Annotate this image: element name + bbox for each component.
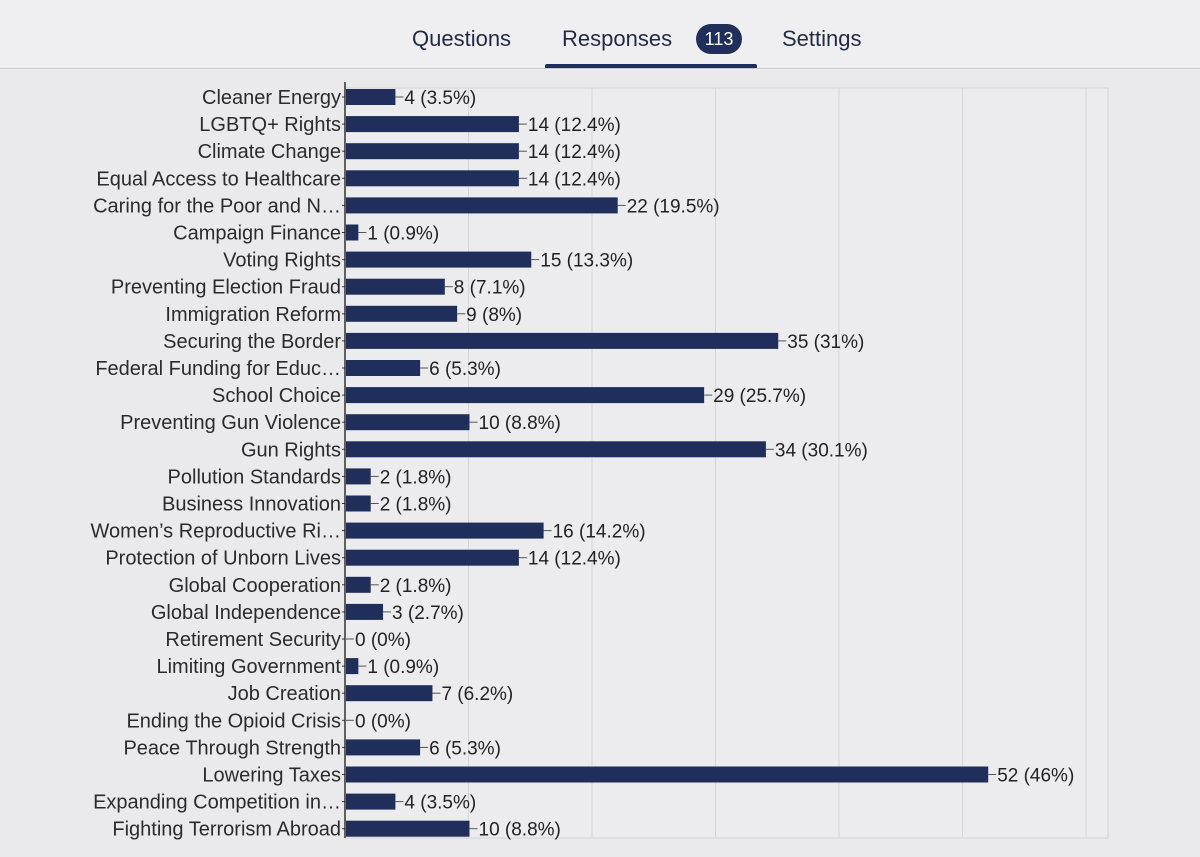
category-label: Fighting Terrorism Abroad (112, 819, 341, 841)
data-label: 35 (31%) (787, 332, 864, 353)
data-label: 29 (25.7%) (713, 386, 806, 407)
category-label: Equal Access to Healthcare (96, 168, 341, 190)
bar (346, 441, 766, 458)
bar (346, 360, 421, 376)
data-label: 2 (1.8%) (380, 576, 452, 597)
bar (346, 116, 519, 133)
bar (346, 143, 519, 160)
category-label: Climate Change (198, 141, 341, 163)
bar (346, 549, 519, 566)
data-label: 10 (8.8%) (479, 413, 561, 434)
category-label: Preventing Gun Violence (120, 412, 341, 434)
category-label: Global Cooperation (169, 575, 341, 597)
bar (346, 278, 445, 295)
category-label: Immigration Reform (165, 304, 341, 326)
bar (346, 170, 519, 187)
category-label: Peace Through Strength (123, 737, 341, 759)
category-label: Caring for the Poor and N… (93, 195, 341, 217)
category-label: Preventing Election Fraud (111, 277, 341, 299)
bar (346, 89, 396, 105)
bar (346, 793, 396, 810)
data-label: 14 (12.4%) (528, 549, 621, 570)
data-label: 0 (0%) (355, 630, 411, 651)
data-label: 1 (0.9%) (367, 657, 439, 678)
active-tab-indicator (545, 64, 757, 69)
category-label: Retirement Security (165, 629, 341, 651)
category-label: Business Innovation (162, 494, 341, 516)
data-label: 15 (13.3%) (540, 251, 633, 272)
bar (346, 522, 544, 539)
category-label: Limiting Government (156, 656, 341, 678)
data-label: 9 (8%) (466, 305, 522, 326)
data-label: 10 (8.8%) (479, 820, 561, 841)
chart-area: Cleaner Energy 4 (3.5%) LGBTQ+ Rights 14 (1… (0, 70, 1200, 857)
category-label: Protection of Unborn Lives (105, 548, 341, 570)
data-label: 14 (12.4%) (528, 115, 621, 136)
bar (346, 739, 421, 756)
category-label: Job Creation (228, 683, 341, 705)
category-label: Campaign Finance (173, 223, 341, 245)
data-label: 3 (2.7%) (392, 603, 464, 624)
bar (346, 305, 458, 322)
data-label: 52 (46%) (997, 766, 1074, 787)
data-label: 22 (19.5%) (627, 196, 720, 217)
bar (346, 820, 470, 837)
category-label: Voting Rights (223, 250, 341, 272)
data-label: 34 (30.1%) (775, 440, 868, 461)
tab-divider (0, 68, 1200, 69)
category-label: Cleaner Energy (202, 87, 341, 109)
category-label: Pollution Standards (168, 466, 341, 488)
bar (346, 197, 618, 214)
data-label: 2 (1.8%) (380, 467, 452, 488)
tab-questions[interactable]: Questions (412, 26, 512, 51)
data-label: 6 (5.3%) (429, 738, 501, 759)
category-label: Lowering Taxes (202, 765, 341, 787)
bar (346, 387, 705, 404)
bar-chart: Cleaner Energy 4 (3.5%) LGBTQ+ Rights 14 (1… (91, 82, 1109, 841)
data-label: 4 (3.5%) (404, 88, 476, 109)
bar (346, 332, 779, 349)
tab-settings[interactable]: Settings (782, 26, 862, 51)
bar (346, 766, 989, 783)
bar (346, 685, 433, 702)
data-label: 2 (1.8%) (380, 495, 452, 516)
category-label: Global Independence (151, 602, 341, 624)
data-label: 8 (7.1%) (454, 278, 526, 299)
data-label: 14 (12.4%) (528, 142, 621, 163)
tab-bar: Questions Responses 113 Settings (0, 0, 1200, 70)
category-label: School Choice (212, 385, 341, 407)
data-label: 4 (3.5%) (404, 793, 476, 814)
category-label: Gun Rights (241, 439, 341, 461)
bar (346, 251, 532, 268)
data-label: 0 (0%) (355, 711, 411, 732)
bar (346, 658, 359, 675)
data-label: 7 (6.2%) (441, 684, 513, 705)
bar (346, 414, 470, 431)
bar (346, 603, 384, 620)
data-label: 14 (12.4%) (528, 169, 621, 190)
category-label: Expanding Competition in… (93, 792, 341, 814)
responses-count-badge: 113 (696, 24, 742, 54)
category-label: LGBTQ+ Rights (199, 114, 341, 136)
category-label: Federal Funding for Educ… (95, 358, 341, 380)
category-label: Ending the Opioid Crisis (126, 710, 341, 732)
category-label: Women’s Reproductive Ri… (91, 521, 341, 543)
bar (346, 224, 359, 241)
tab-responses[interactable]: Responses (562, 26, 673, 51)
data-label: 1 (0.9%) (367, 224, 439, 245)
bar (346, 468, 371, 485)
category-label: Securing the Border (163, 331, 341, 353)
data-label: 6 (5.3%) (429, 359, 501, 380)
bar (346, 495, 371, 512)
bar (346, 576, 371, 593)
data-label: 16 (14.2%) (553, 522, 646, 543)
